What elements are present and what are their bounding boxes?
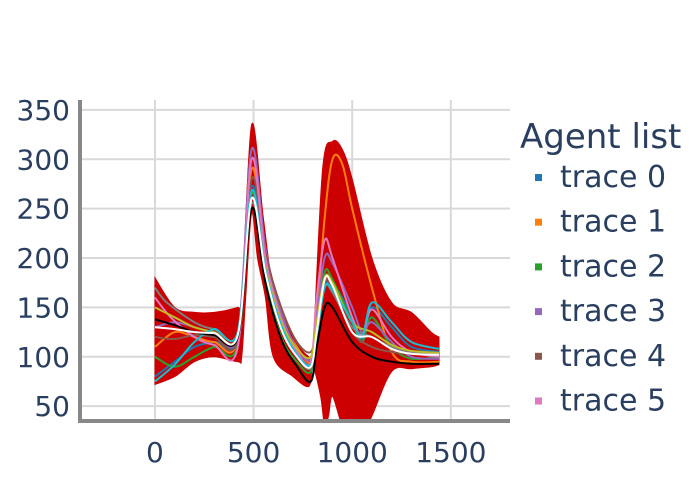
legend-item-5[interactable]: trace 5 bbox=[535, 384, 666, 419]
series-line-4 bbox=[154, 176, 440, 356]
legend-item-3[interactable]: trace 3 bbox=[535, 294, 666, 329]
legend-swatch bbox=[535, 397, 542, 405]
series-line-2 bbox=[154, 191, 440, 374]
legend-swatch bbox=[535, 308, 542, 316]
legend[interactable]: Agent list trace 0 trace 1 trace 2 trace 3 t… bbox=[520, 117, 681, 419]
series-line-1 bbox=[154, 153, 440, 364]
legend-item-0[interactable]: trace 0 bbox=[535, 160, 666, 195]
legend-title: Agent list bbox=[520, 117, 681, 157]
legend-label: trace 4 bbox=[560, 339, 666, 374]
legend-item-2[interactable]: trace 2 bbox=[535, 249, 666, 284]
y-tick-label: 50 bbox=[34, 390, 70, 423]
legend-item-1[interactable]: trace 1 bbox=[535, 205, 666, 240]
y-tick-label: 250 bbox=[17, 193, 70, 226]
legend-label: trace 1 bbox=[560, 205, 666, 240]
y-tick-label: 350 bbox=[17, 94, 70, 127]
plot-area bbox=[154, 122, 440, 421]
band-area bbox=[154, 122, 440, 421]
legend-swatch bbox=[535, 218, 542, 226]
y-tick-label: 200 bbox=[17, 242, 70, 275]
series-line-8 bbox=[154, 188, 440, 383]
legend-swatch bbox=[535, 174, 542, 181]
y-tick-label: 100 bbox=[17, 341, 70, 374]
legend-label: trace 5 bbox=[560, 384, 666, 419]
legend-swatch bbox=[535, 263, 542, 271]
legend-label: trace 2 bbox=[560, 249, 666, 284]
axes: 0 500 1000 1500 50 100 150 200 250 300 350 bbox=[17, 94, 510, 469]
x-tick-label: 0 bbox=[146, 436, 164, 469]
y-tick-label: 150 bbox=[17, 291, 70, 324]
x-tick-label: 1000 bbox=[317, 436, 388, 469]
legend-swatch bbox=[535, 352, 542, 360]
x-tick-label: 500 bbox=[227, 436, 280, 469]
x-tick-label: 1500 bbox=[415, 436, 486, 469]
series-line-10 bbox=[154, 196, 440, 369]
y-tick-label: 300 bbox=[17, 143, 70, 176]
legend-item-4[interactable]: trace 4 bbox=[535, 339, 666, 374]
legend-label: trace 3 bbox=[560, 294, 666, 329]
series-line-9 bbox=[154, 206, 440, 384]
legend-label: trace 0 bbox=[560, 160, 666, 195]
